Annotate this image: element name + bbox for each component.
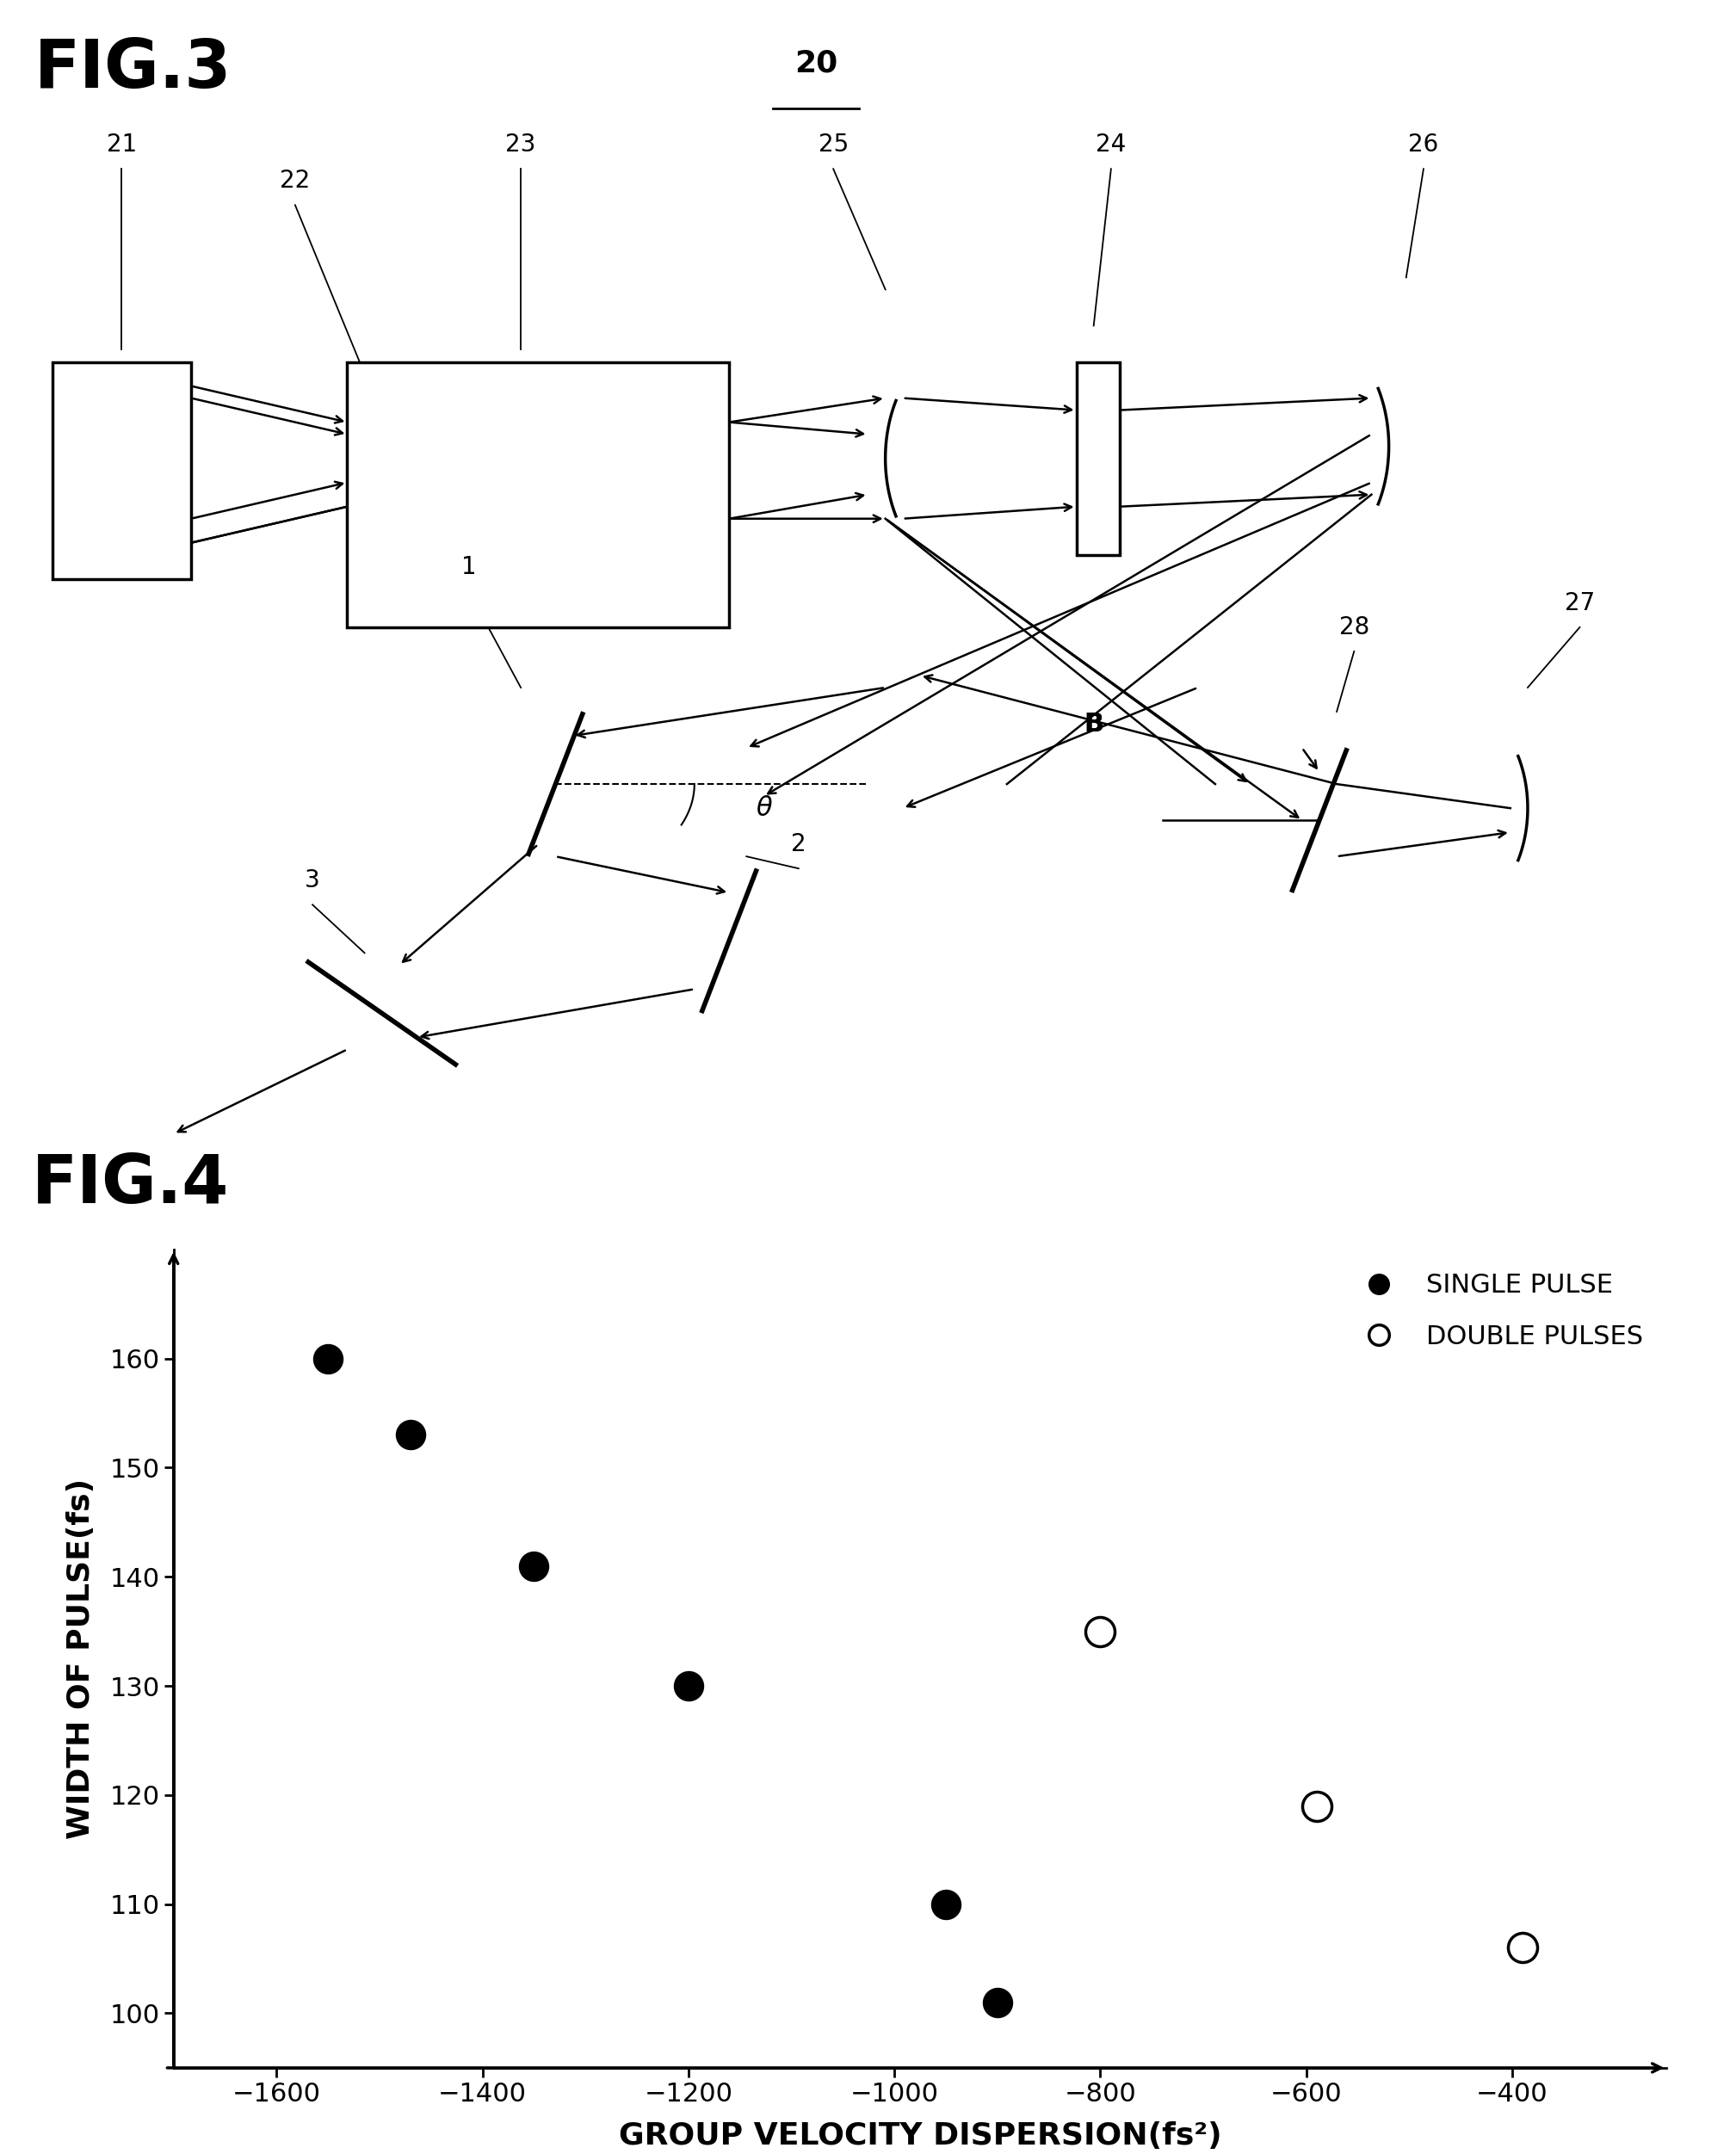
Point [521,1549,549,1583]
Text: 21: 21 [106,134,137,157]
Point [1509,1930,1536,1964]
Text: 1: 1 [462,556,476,579]
Legend: SINGLE PULSE, DOUBLE PULSES: SINGLE PULSE, DOUBLE PULSES [1342,1262,1653,1359]
Text: 22: 22 [279,168,311,194]
Point [932,1887,960,1921]
Point [675,1669,703,1704]
Text: 20: 20 [795,47,837,78]
Bar [52,362,191,579]
Text: FIG.3: FIG.3 [35,37,233,101]
Point [396,1417,424,1452]
Text: B: B [1083,711,1104,737]
X-axis label: GROUP VELOCITY DISPERSION(fs²): GROUP VELOCITY DISPERSION(fs²) [618,2122,1222,2150]
Text: 24: 24 [1095,134,1127,157]
Y-axis label: WIDTH OF PULSE(fs): WIDTH OF PULSE(fs) [66,1478,95,1840]
Text: B: B [1083,711,1104,737]
Point [983,1986,1010,2020]
Text: 25: 25 [818,134,849,157]
Text: θ: θ [755,795,773,821]
Bar [347,362,729,627]
Text: FIG.4: FIG.4 [31,1150,229,1217]
Text: 27: 27 [1564,590,1595,616]
Text: 3: 3 [306,868,319,892]
Text: 28: 28 [1338,616,1370,640]
Bar [1076,362,1120,556]
Text: 26: 26 [1408,134,1439,157]
Point [1302,1788,1330,1822]
Text: 23: 23 [505,134,536,157]
Text: 2: 2 [792,831,806,857]
Point [1087,1613,1115,1648]
Point [314,1342,342,1376]
